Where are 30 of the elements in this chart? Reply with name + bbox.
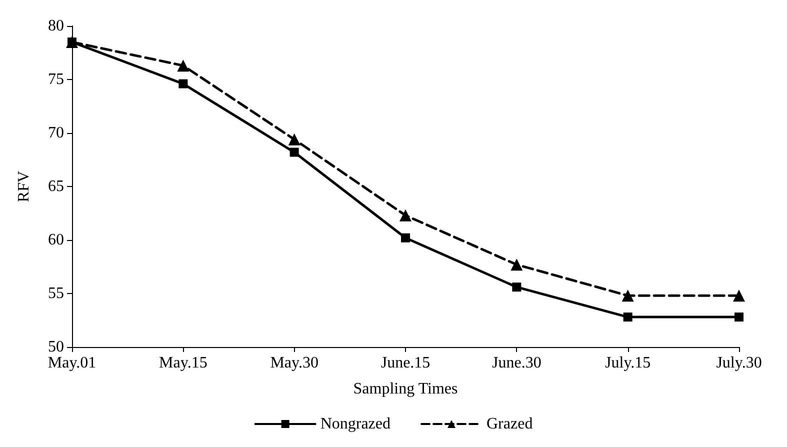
- y-tick-label: 60: [48, 232, 64, 248]
- point: [734, 312, 744, 322]
- x-tick-label: May.30: [270, 354, 318, 372]
- x-tick-label: July.30: [716, 354, 762, 372]
- point: [512, 282, 522, 292]
- y-tick-label: 65: [48, 178, 64, 195]
- point: [290, 148, 299, 157]
- x-tick-label: June.15: [380, 354, 430, 372]
- point: [733, 290, 745, 302]
- y-tick-label: 75: [48, 71, 64, 88]
- x-tick-label: June.30: [492, 354, 542, 372]
- x-axis-title: Sampling Times: [353, 380, 458, 398]
- point: [622, 290, 634, 302]
- point: [288, 133, 300, 146]
- point: [178, 79, 188, 88]
- x-tick-label: May.15: [159, 354, 208, 372]
- point: [400, 209, 412, 222]
- legend-label: Grazed: [486, 416, 533, 432]
- legend-label: Nongrazed: [320, 416, 390, 432]
- y-tick-label: 80: [48, 18, 64, 34]
- point: [623, 312, 632, 322]
- x-tick-label: May.01: [48, 354, 96, 372]
- point: [177, 60, 190, 72]
- point: [510, 258, 523, 271]
- y-tick-label: 55: [48, 285, 64, 302]
- y-tick-label: 70: [48, 124, 64, 142]
- y-axis-title: RFV: [16, 170, 32, 202]
- point: [401, 233, 410, 242]
- x-tick-label: July.15: [605, 354, 651, 372]
- y-tick-label: 50: [48, 338, 64, 356]
